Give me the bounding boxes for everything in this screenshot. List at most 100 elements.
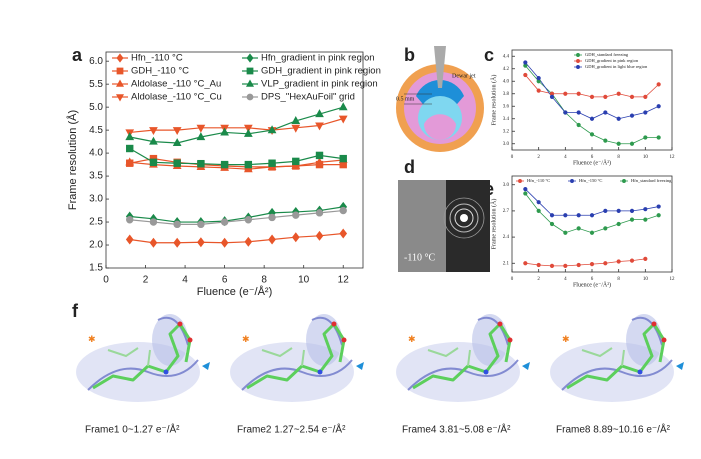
data-point	[244, 216, 253, 224]
y-tick-label: 2.7	[503, 209, 510, 214]
data-point	[268, 213, 276, 222]
data-point	[196, 132, 206, 141]
data-point	[220, 127, 229, 136]
data-point	[197, 237, 205, 248]
x-tick-label: 8	[617, 155, 620, 160]
data-point	[315, 230, 324, 241]
y-tick-label: 3.0	[503, 142, 510, 147]
x-tick-label: 12	[670, 155, 676, 160]
atom-o	[341, 337, 347, 343]
series-line	[129, 206, 344, 223]
data-point	[549, 94, 555, 99]
data-point	[291, 116, 301, 124]
x-tick-label: 4	[564, 155, 567, 160]
series-line	[129, 232, 344, 244]
x-tick-label: 4	[564, 277, 567, 282]
panel-label: d	[404, 157, 415, 177]
density-blob	[306, 314, 342, 366]
data-point	[616, 208, 621, 214]
blue-arrow	[356, 362, 364, 370]
data-point	[315, 109, 324, 118]
panel-label: a	[72, 45, 83, 65]
legend-marker	[246, 93, 254, 101]
data-point	[268, 159, 276, 167]
data-point	[149, 158, 158, 166]
legend-marker	[115, 94, 125, 102]
data-point	[243, 124, 253, 133]
y-axis-title: Frame resolution (Å)	[489, 199, 497, 250]
data-point	[523, 60, 528, 65]
x-tick-label: 12	[670, 277, 676, 282]
structure-caption: Frame1 0~1.27 e⁻/Å²	[85, 423, 180, 436]
chart: 0 2 4 6 8 10 12 3.0 3.2 3.4 3.6 3.8 4.0 4.2 4.4 Fluence…	[489, 49, 676, 167]
data-point	[563, 91, 568, 96]
data-point	[563, 213, 568, 218]
stick-model	[566, 322, 666, 390]
data-point	[173, 237, 182, 248]
data-point	[292, 157, 300, 166]
legend-label: Hfn_-150 °C	[579, 178, 602, 183]
grid-diagram: Dewar jet 0.5 mm	[396, 46, 484, 152]
data-point	[267, 125, 277, 134]
x-tick-label: 6	[591, 155, 594, 160]
data-point	[149, 218, 158, 226]
data-point	[536, 262, 541, 268]
y-tick-label: 2.4	[503, 235, 510, 240]
structure-caption: Frame4 3.81~5.08 e⁻/Å²	[402, 423, 511, 436]
data-point	[196, 124, 206, 133]
data-point	[656, 135, 661, 140]
orange-star: ✱	[88, 334, 96, 344]
stick-model	[427, 347, 471, 367]
x-tick-label: 8	[261, 275, 267, 286]
x-tick-label: 0	[511, 277, 514, 282]
data-point	[603, 226, 608, 231]
legend-label: DPS_"HexAuFoil" grid	[261, 92, 355, 103]
data-point	[589, 230, 595, 235]
data-point	[268, 234, 276, 245]
data-point	[616, 141, 621, 146]
data-point	[172, 127, 182, 136]
diffraction-image: -110 °C	[398, 180, 490, 272]
x-axis-title: Fluence (e⁻/Å²)	[197, 285, 273, 298]
diagram-label: Dewar jet	[452, 73, 476, 79]
legend-marker	[246, 67, 254, 75]
data-point	[291, 161, 301, 170]
atom-o	[177, 321, 183, 327]
data-point	[125, 132, 135, 141]
atom-n	[163, 369, 169, 375]
atom-o	[331, 321, 337, 327]
series-line	[525, 188, 659, 216]
data-point	[315, 122, 324, 131]
data-point	[603, 261, 608, 266]
legend-marker	[115, 79, 125, 87]
data-point	[589, 132, 595, 137]
data-point	[656, 204, 661, 209]
series-line	[129, 209, 344, 225]
legend-label: GDH_-110 °C	[131, 66, 189, 77]
data-point	[563, 110, 568, 115]
data-point	[589, 94, 595, 99]
x-tick-label: 10	[643, 277, 649, 282]
y-tick-label: 3.6	[503, 104, 510, 109]
legend-marker	[116, 67, 124, 75]
data-point	[603, 110, 608, 115]
data-point	[523, 191, 528, 196]
data-point	[173, 159, 181, 167]
data-point	[629, 217, 635, 222]
data-point	[549, 221, 555, 227]
legend-label: GDH_standard freezing	[585, 52, 629, 57]
x-tick-label: 2	[143, 275, 149, 286]
data-point	[126, 216, 134, 224]
x-tick-label: 6	[591, 277, 594, 282]
legend-marker	[576, 59, 580, 63]
atom-n	[317, 369, 323, 375]
y-tick-label: 2.5	[89, 217, 103, 228]
y-tick-label: 2.0	[89, 240, 103, 251]
structure-panels: ✱ ✱ ✱ ✱	[76, 314, 684, 402]
data-point	[172, 138, 182, 147]
data-point	[243, 128, 253, 137]
blue-arrow	[676, 362, 684, 370]
data-point	[616, 91, 621, 96]
